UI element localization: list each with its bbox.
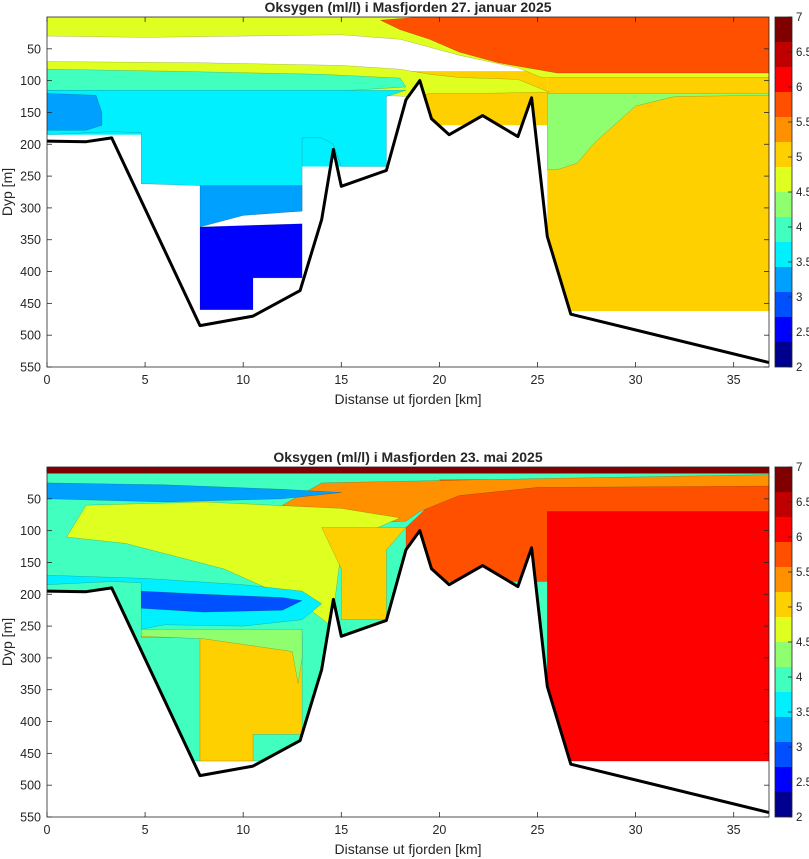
x-tick-label: 35 (727, 823, 741, 837)
y-tick-label: 50 (27, 492, 41, 506)
x-axis-label: Distanse ut fjorden [km] (334, 841, 481, 857)
y-tick-label: 300 (20, 201, 41, 215)
contour-layer (140, 590, 303, 613)
axes-box (46, 16, 770, 368)
y-axis-label: Dyp [m] (0, 168, 15, 216)
colorbar-tick-label: 6.5 (796, 47, 809, 59)
panel-january: Oksygen (ml/l) i Masfjorden 27. januar 2… (0, 0, 809, 407)
y-tick-label: 200 (20, 138, 41, 152)
y-tick-label: 400 (20, 715, 41, 729)
x-tick-label: 10 (236, 823, 250, 837)
chart-title: Oksygen (ml/l) i Masfjorden 23. mai 2025 (273, 449, 542, 465)
y-tick-label: 250 (20, 170, 41, 184)
x-tick-label: 15 (334, 823, 348, 837)
contour-layer (379, 17, 769, 74)
colorbar-tick-label: 2.5 (796, 327, 809, 339)
y-tick-label: 150 (20, 556, 41, 570)
x-tick-label: 0 (44, 373, 51, 387)
colorbar: 2 2.5 3 3.5 4 4.5 5 5.5 6 6.5 7 (774, 12, 809, 374)
colorbar-tick-label: 6.5 (796, 497, 809, 509)
y-tick-label: 100 (20, 74, 41, 88)
bathymetry-line (47, 529, 769, 814)
seabed-mask (47, 80, 769, 367)
y-tick-label: 400 (20, 265, 41, 279)
x-tick-label: 30 (629, 373, 643, 387)
x-tick-label: 20 (432, 373, 446, 387)
y-tick-label: 450 (20, 747, 41, 761)
x-tick-label: 5 (142, 823, 149, 837)
x-tick-label: 25 (531, 823, 545, 837)
y-tick-label: 100 (20, 524, 41, 538)
colorbar-tick-label: 2.5 (796, 777, 809, 789)
contour-layer (199, 185, 303, 228)
y-tick-label: 50 (27, 42, 41, 56)
plot-area: 0 5 10 15 20 25 30 35 50 100 150 200 250 300 350 400 450… (20, 466, 770, 837)
x-tick-label: 10 (236, 373, 250, 387)
contour-layers (47, 467, 769, 817)
colorbar-tick-label: 5 (796, 152, 802, 164)
y-tick-label: 300 (20, 651, 41, 665)
colorbar-tick-label: 4 (796, 672, 803, 684)
colorbar-tick-label: 4.5 (796, 637, 809, 649)
colorbar-tick-label: 3.5 (796, 257, 809, 269)
colorbar-tick-label: 6 (796, 532, 802, 544)
y-tick-label: 550 (20, 811, 41, 825)
colorbar-tick-label: 6 (796, 82, 802, 94)
colorbar-tick-label: 3 (796, 292, 802, 304)
contour-layer (547, 511, 769, 762)
y-tick-label: 350 (20, 683, 41, 697)
colorbar: 2 2.5 3 3.5 4 4.5 5 5.5 6 6.5 7 (774, 462, 809, 824)
colorbar-tick-label: 5.5 (796, 117, 809, 129)
colorbar-tick-label: 4 (796, 222, 803, 234)
contour-layer (547, 93, 769, 170)
colorbar-tick-label: 4.5 (796, 187, 809, 199)
y-tick-label: 250 (20, 620, 41, 634)
x-tick-label: 5 (142, 373, 149, 387)
contour-layer (140, 635, 303, 762)
chart-title: Oksygen (ml/l) i Masfjorden 27. januar 2… (264, 0, 551, 15)
y-tick-label: 450 (20, 297, 41, 311)
contour-layer (47, 93, 103, 131)
contour-layer (140, 629, 303, 684)
bathymetry-line (47, 79, 769, 364)
colorbar-tick-label: 2 (796, 812, 802, 824)
contour-layer (66, 501, 401, 627)
y-tick-label: 500 (20, 329, 41, 343)
contour-layer (47, 467, 769, 474)
x-tick-label: 15 (334, 373, 348, 387)
x-tick-label: 0 (44, 823, 51, 837)
colorbar-tick-label: 3.5 (796, 707, 809, 719)
x-tick-label: 25 (531, 373, 545, 387)
y-tick-label: 550 (20, 361, 41, 375)
y-axis-label: Dyp [m] (0, 618, 15, 666)
y-tick-label: 200 (20, 588, 41, 602)
y-tick-label: 150 (20, 106, 41, 120)
x-tick-label: 35 (727, 373, 741, 387)
colorbar-tick-label: 5 (796, 602, 802, 614)
plot-area: 0 5 10 15 20 25 30 35 50 100 150 200 250 300 350 400 450… (20, 16, 770, 387)
x-tick-label: 30 (629, 823, 643, 837)
colorbar-tick-label: 3 (796, 742, 802, 754)
contour-layer (47, 482, 342, 503)
y-tick-label: 350 (20, 233, 41, 247)
panel-may: Oksygen (ml/l) i Masfjorden 23. mai 2025… (0, 449, 809, 857)
colorbar-tick-label: 2 (796, 362, 802, 374)
colorbar-tick-label: 7 (796, 462, 802, 474)
colorbar-tick-label: 7 (796, 12, 802, 24)
axes-box (46, 466, 770, 818)
seabed-mask (47, 530, 769, 817)
contour-layer (199, 223, 303, 310)
contour-layers (47, 17, 769, 367)
x-tick-label: 20 (432, 823, 446, 837)
x-axis-label: Distanse ut fjorden [km] (334, 391, 481, 407)
y-tick-label: 500 (20, 779, 41, 793)
colorbar-tick-label: 5.5 (796, 567, 809, 579)
